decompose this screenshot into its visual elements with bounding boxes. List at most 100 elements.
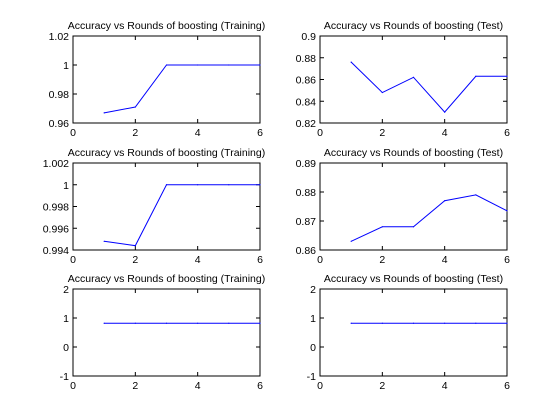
subplot-6: Accuracy vs Rounds of boosting (Test) 0 2 4… [307,273,510,392]
x-tick-label: 6 [257,254,263,266]
y-tick-label: 0.88 [296,187,317,199]
y-tick-label: 1 [63,60,69,72]
y-tick-label: 0.84 [296,96,317,108]
x-tick-label: 0 [70,254,76,266]
x-tick-label: 2 [132,380,138,392]
y-tick-label: 0.96 [49,118,70,130]
y-tick-label: 1 [310,313,316,325]
data-point [350,322,352,324]
data-point [165,322,168,324]
chart-title: Accuracy vs Rounds of boosting (Test) [324,20,503,32]
y-tick-label: -1 [60,371,69,383]
subplot-5: Accuracy vs Rounds of boosting (Training… [60,273,266,392]
y-tick-label: 0.996 [43,223,69,235]
chart-title: Accuracy vs Rounds of boosting (Training… [68,273,265,285]
data-point [381,322,383,324]
x-tick-label: 4 [442,380,448,392]
y-tick-label: 0.82 [296,118,317,130]
data-point [259,322,261,324]
axes-frame [72,288,261,377]
axes-frame [72,35,261,124]
axes-frame [319,162,508,251]
y-tick-label: 0.998 [43,202,69,214]
y-tick-label: 0 [63,342,69,354]
y-tick-label: 1.002 [43,158,69,170]
x-tick-label: 0 [70,380,76,392]
y-tick-label: 2 [310,284,316,296]
data-point [381,91,383,94]
data-point [475,75,477,77]
data-point [165,64,168,66]
data-point [444,322,446,324]
data-point [381,226,383,228]
data-point [412,226,415,228]
y-tick-label: 0.994 [43,245,69,257]
axes-frame [319,288,508,377]
x-tick-label: 6 [257,380,263,392]
x-tick-label: 6 [504,254,510,266]
x-tick-label: 0 [70,127,76,139]
y-tick-label: 1.02 [49,31,70,43]
data-point [259,184,261,186]
y-tick-label: 0.86 [296,75,317,87]
series-line [350,61,507,113]
data-point [134,245,136,247]
subplot-2: Accuracy vs Rounds of boosting (Test) 0 2 4… [296,20,511,139]
data-point [228,322,230,324]
data-point [412,76,415,78]
x-tick-label: 4 [442,254,448,266]
x-tick-label: 2 [379,380,385,392]
y-tick-label: 0.9 [301,31,316,43]
x-tick-label: 0 [317,127,323,139]
x-tick-label: 4 [195,254,201,266]
x-tick-label: 4 [442,127,448,139]
data-point [444,111,446,113]
data-point [228,64,230,66]
data-point [197,322,199,324]
y-tick-label: -1 [307,371,316,383]
series-line [104,184,260,247]
y-tick-label: 0.89 [296,158,317,170]
series-line [104,64,260,114]
subplot-1: Accuracy vs Rounds of boosting (Training… [49,20,266,139]
x-tick-label: 4 [195,380,201,392]
y-tick-label: 0.98 [49,89,70,101]
x-tick-label: 6 [504,380,510,392]
data-point [197,184,199,186]
series-line [350,194,508,242]
x-tick-label: 2 [379,127,385,139]
data-point [475,322,477,324]
y-tick-label: 1 [63,180,69,192]
axes-frame [319,35,508,124]
data-point [197,64,199,66]
x-tick-label: 2 [132,254,138,266]
data-point [165,184,168,186]
chart-title: Accuracy vs Rounds of boosting (Training… [68,20,265,32]
subplot-3: Accuracy vs Rounds of boosting (Training… [43,147,266,266]
data-point [134,106,136,108]
chart-title: Accuracy vs Rounds of boosting (Training… [68,147,265,159]
x-tick-label: 2 [132,127,138,139]
data-point [506,210,508,212]
y-tick-label: 0.86 [296,245,317,257]
y-tick-label: 1 [63,313,69,325]
x-tick-label: 0 [317,254,323,266]
data-point [350,240,352,242]
data-point [103,112,105,114]
data-point [103,240,105,242]
y-tick-label: 0 [310,342,316,354]
y-tick-label: 0.87 [296,216,317,228]
x-tick-label: 6 [504,127,510,139]
y-tick-label: 2 [63,284,69,296]
data-point [103,322,105,324]
data-point [506,322,508,324]
data-point [444,200,446,202]
x-tick-label: 4 [195,127,201,139]
y-tick-label: 0.88 [296,53,317,65]
x-tick-label: 0 [317,380,323,392]
x-tick-label: 6 [257,127,263,139]
data-point [350,61,352,63]
data-point [228,184,230,186]
subplot-4: Accuracy vs Rounds of boosting (Test) 0 2 4… [296,147,511,266]
